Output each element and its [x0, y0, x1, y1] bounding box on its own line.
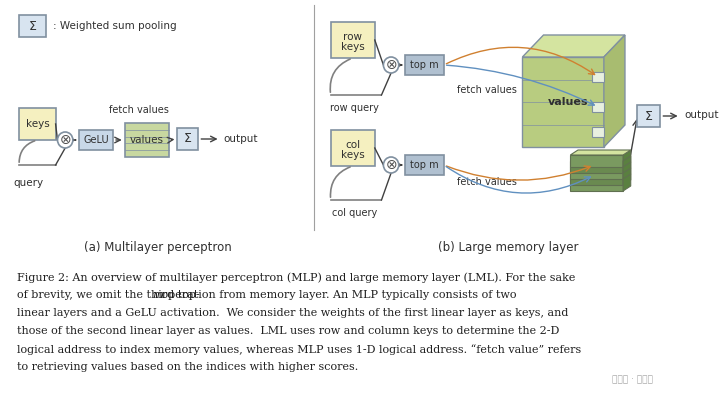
Polygon shape	[604, 35, 625, 147]
FancyBboxPatch shape	[570, 173, 623, 185]
Text: row: row	[343, 32, 362, 42]
Text: ⊗: ⊗	[385, 58, 397, 72]
Text: row query: row query	[330, 103, 379, 113]
Polygon shape	[623, 168, 631, 185]
Text: col query: col query	[332, 208, 377, 218]
FancyBboxPatch shape	[19, 108, 55, 140]
Text: GeLU: GeLU	[83, 135, 109, 145]
Text: col: col	[345, 140, 360, 150]
Circle shape	[384, 157, 399, 173]
Text: Σ: Σ	[645, 109, 653, 122]
FancyBboxPatch shape	[330, 130, 375, 166]
Text: (a) Multilayer perceptron: (a) Multilayer perceptron	[84, 241, 232, 255]
FancyBboxPatch shape	[570, 161, 623, 173]
FancyBboxPatch shape	[19, 15, 46, 37]
Text: values: values	[548, 97, 588, 107]
Text: keys: keys	[25, 119, 49, 129]
Polygon shape	[523, 35, 625, 57]
Text: operation from memory layer. An MLP typically consists of two: operation from memory layer. An MLP typi…	[158, 290, 517, 300]
FancyBboxPatch shape	[177, 128, 199, 150]
Text: Figure 2: An overview of multilayer perceptron (MLP) and large memory layer (LML: Figure 2: An overview of multilayer perc…	[17, 272, 575, 282]
FancyBboxPatch shape	[405, 155, 444, 175]
Text: output: output	[223, 134, 258, 144]
Text: top m: top m	[410, 160, 439, 170]
Text: Σ: Σ	[184, 132, 192, 146]
FancyBboxPatch shape	[125, 123, 168, 157]
FancyBboxPatch shape	[593, 127, 604, 137]
Polygon shape	[570, 150, 631, 155]
Text: ⊗: ⊗	[59, 133, 71, 147]
Text: fetch values: fetch values	[457, 177, 517, 187]
Text: Σ: Σ	[29, 20, 37, 32]
FancyBboxPatch shape	[593, 102, 604, 112]
Text: logical address to index memory values, whereas MLP uses 1-D logical address. “f: logical address to index memory values, …	[17, 344, 582, 355]
Circle shape	[58, 132, 73, 148]
Polygon shape	[623, 156, 631, 173]
FancyBboxPatch shape	[78, 130, 113, 150]
Text: keys: keys	[341, 150, 364, 160]
FancyBboxPatch shape	[593, 72, 604, 82]
Text: : Weighted sum pooling: : Weighted sum pooling	[53, 21, 176, 31]
FancyBboxPatch shape	[405, 55, 444, 75]
FancyBboxPatch shape	[570, 167, 623, 179]
Text: output: output	[685, 110, 719, 120]
Text: top m: top m	[410, 60, 439, 70]
Text: ⊗: ⊗	[385, 158, 397, 172]
Text: fetch values: fetch values	[109, 105, 169, 115]
Polygon shape	[623, 150, 631, 167]
Polygon shape	[623, 162, 631, 179]
Polygon shape	[623, 174, 631, 191]
FancyBboxPatch shape	[330, 22, 375, 58]
Polygon shape	[523, 57, 604, 147]
Text: 公众号 · 量子位: 公众号 · 量子位	[612, 375, 653, 385]
Text: to retrieving values based on the indices with higher scores.: to retrieving values based on the indice…	[17, 362, 359, 372]
FancyBboxPatch shape	[570, 155, 623, 167]
Text: values: values	[130, 135, 163, 145]
Text: linear layers and a GeLU activation.  We consider the weights of the first linea: linear layers and a GeLU activation. We …	[17, 308, 569, 318]
Text: of brevity, we omit the third top-: of brevity, we omit the third top-	[17, 290, 200, 300]
Text: those of the second linear layer as values.  LML uses row and column keys to det: those of the second linear layer as valu…	[17, 326, 559, 336]
Text: keys: keys	[341, 42, 364, 52]
Text: query: query	[14, 178, 44, 188]
Circle shape	[384, 57, 399, 73]
Text: (b) Large memory layer: (b) Large memory layer	[438, 241, 578, 255]
FancyBboxPatch shape	[570, 179, 623, 191]
Text: fetch values: fetch values	[457, 85, 517, 95]
Text: m: m	[153, 290, 163, 300]
FancyBboxPatch shape	[637, 105, 660, 127]
